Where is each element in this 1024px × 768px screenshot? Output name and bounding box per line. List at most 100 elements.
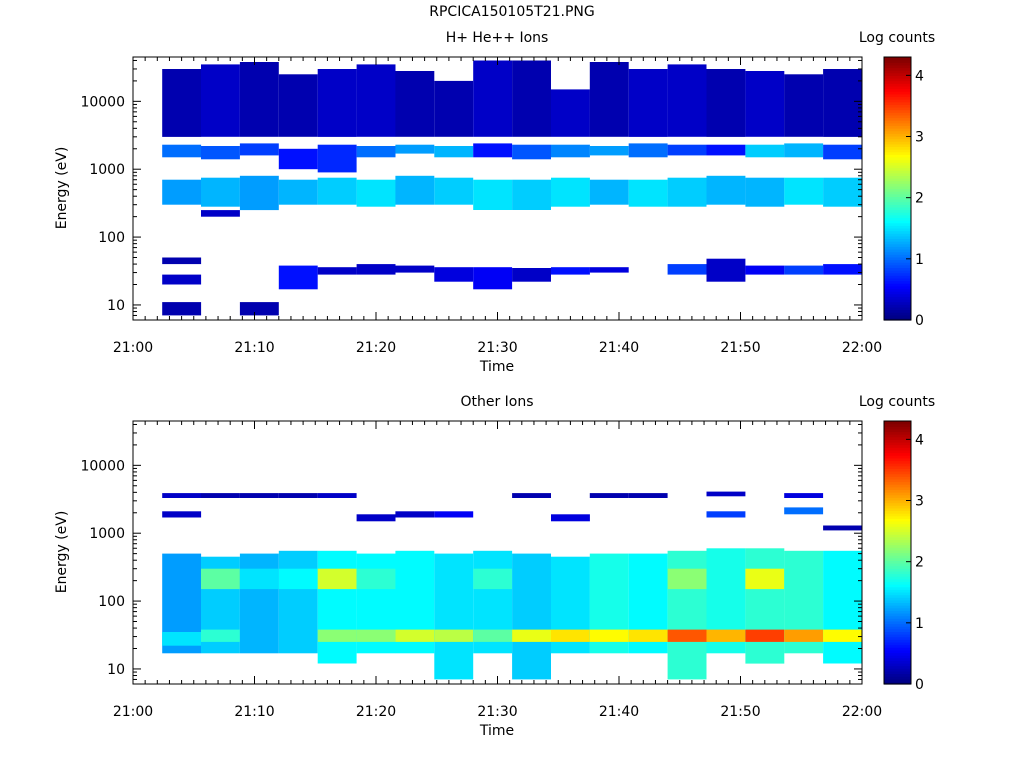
heatmap-cell: [784, 74, 824, 137]
colorbar-tick-label: 1: [915, 252, 924, 268]
colorbar-segment: [884, 518, 911, 522]
colorbar-segment: [884, 193, 911, 197]
y-axis-label: Energy (eV): [54, 147, 70, 230]
colorbar-segment: [884, 309, 911, 313]
colorbar-segment: [884, 510, 911, 514]
colorbar-segment: [884, 644, 911, 648]
colorbar-segment: [884, 442, 911, 446]
colorbar-segment: [884, 610, 911, 614]
colorbar-segment: [884, 177, 911, 182]
heatmap-cell: [278, 550, 318, 654]
y-tick-label: 1000: [89, 526, 125, 542]
colorbar-tick-label: 0: [915, 677, 924, 693]
colorbar-segment: [884, 620, 911, 625]
x-axis-label: Time: [479, 723, 514, 739]
heatmap-cell: [589, 62, 629, 137]
colorbar-segment: [884, 164, 911, 169]
heatmap-cell: [317, 267, 357, 275]
heatmap-cell: [745, 629, 785, 642]
y-tick-label: 100: [98, 594, 125, 610]
heatmap-cell: [395, 629, 435, 642]
colorbar-segment: [884, 557, 911, 561]
heatmap-cell: [512, 493, 551, 498]
heatmap-cell: [162, 302, 202, 316]
colorbar-segment: [884, 301, 911, 305]
colorbar-tick-label: 2: [915, 555, 924, 571]
heatmap-cell: [162, 179, 202, 205]
colorbar-segment: [884, 473, 911, 477]
plot-border: [132, 56, 863, 321]
y-tick-label: 10000: [80, 458, 125, 474]
heatmap-cell: [356, 146, 396, 158]
heatmap-cell: [745, 265, 785, 275]
colorbar-segment: [884, 285, 911, 290]
heatmap-cell: [667, 144, 707, 156]
colorbar-tick-label: 3: [915, 494, 924, 510]
colorbar-segment: [884, 597, 911, 601]
colorbar-segment: [884, 191, 911, 195]
heatmap-cell: [434, 146, 474, 158]
colorbar-segment: [884, 296, 911, 300]
colorbar-tick-label: 0: [915, 313, 924, 329]
heatmap-cell: [162, 493, 202, 498]
colorbar: 0 1 2 3 4: [883, 56, 924, 329]
colorbar-segment: [884, 612, 911, 617]
colorbar-segment: [884, 439, 911, 443]
heatmap-cell: [823, 264, 862, 275]
colorbar-segment: [884, 96, 911, 100]
colorbar-segment: [884, 283, 911, 287]
plot-border: [132, 420, 863, 685]
heatmap-cell: [239, 568, 279, 590]
heatmap-cells: [162, 60, 862, 316]
colorbar-segment: [884, 507, 911, 512]
colorbar-segment: [884, 280, 911, 284]
heatmap-cell: [317, 493, 357, 498]
colorbar-segment: [884, 175, 911, 179]
heatmap-cell: [551, 514, 590, 522]
colorbar-segment: [884, 222, 911, 226]
colorbar-segment: [884, 515, 911, 519]
heatmap-cell: [667, 177, 707, 207]
colorbar-segment: [884, 489, 911, 493]
colorbar-segment: [884, 199, 911, 203]
colorbar-segment: [884, 141, 911, 145]
colorbar-segment: [884, 146, 911, 150]
y-tick-label: 10: [107, 662, 125, 678]
heatmap-cell: [356, 629, 396, 642]
heatmap-cell: [667, 64, 707, 137]
heatmap-cell: [628, 629, 668, 642]
heatmap-cell: [628, 179, 668, 207]
colorbar-segment: [884, 463, 911, 467]
heatmap-cell: [239, 175, 279, 211]
colorbar-segment: [884, 204, 911, 208]
colorbar-segment: [884, 291, 911, 295]
heatmap-cell: [317, 144, 357, 173]
heatmap-cell: [628, 143, 668, 158]
colorbar-segment: [884, 259, 911, 263]
x-tick-label: 21:10: [234, 704, 274, 720]
colorbar-segment: [884, 676, 911, 680]
colorbar-segment: [884, 584, 911, 588]
colorbar-segment: [884, 212, 911, 216]
heatmap-cell: [201, 568, 240, 590]
colorbar-segment: [884, 513, 911, 517]
heatmap-cell: [823, 144, 862, 160]
colorbar-segment: [884, 183, 911, 187]
colorbar-segment: [884, 578, 911, 583]
colorbar-segment: [884, 167, 911, 171]
colorbar-segment: [884, 270, 911, 274]
colorbar-segment: [884, 104, 911, 108]
colorbar-segment: [884, 170, 911, 174]
colorbar-segment: [884, 573, 911, 577]
heatmap-cell: [356, 568, 396, 590]
heatmap-cell: [589, 629, 629, 642]
x-axis-label: Time: [479, 359, 514, 375]
colorbar-segment: [884, 534, 911, 538]
colorbar-segment: [884, 431, 911, 435]
colorbar-segment: [884, 602, 911, 606]
x-tick-label: 21:30: [477, 340, 517, 356]
colorbar-segment: [884, 114, 911, 119]
colorbar-segment: [884, 85, 911, 90]
colorbar-segment: [884, 206, 911, 211]
